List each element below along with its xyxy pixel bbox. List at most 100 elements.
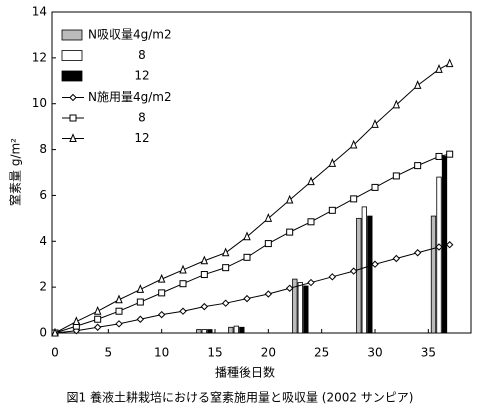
marker xyxy=(307,218,315,226)
marker xyxy=(69,93,77,102)
marker xyxy=(264,290,273,298)
bar xyxy=(356,217,362,334)
bar xyxy=(430,215,437,334)
x-tick-label: 35 xyxy=(421,346,436,360)
marker xyxy=(328,206,336,214)
marker xyxy=(179,307,187,315)
x-tick-label: 10 xyxy=(154,346,169,360)
marker xyxy=(136,315,145,323)
marker xyxy=(371,183,379,191)
legend-label: N吸収量4g/m2 xyxy=(88,28,172,42)
legend-swatch xyxy=(61,50,83,61)
bar xyxy=(207,329,213,334)
legend-label: 8 xyxy=(138,48,146,62)
bar xyxy=(436,176,442,334)
marker xyxy=(392,254,401,263)
y-tick-label: 2 xyxy=(39,280,47,294)
x-axis-label: 播種後日数 xyxy=(215,365,275,380)
marker xyxy=(93,305,102,315)
legend-label: 8 xyxy=(138,111,146,125)
bar xyxy=(196,329,202,334)
marker xyxy=(446,150,454,158)
marker xyxy=(115,294,123,304)
y-tick-label: 8 xyxy=(39,142,47,156)
marker xyxy=(200,271,208,279)
bar xyxy=(233,325,239,334)
y-tick-label: 0 xyxy=(39,326,47,340)
bar xyxy=(367,215,373,334)
marker xyxy=(69,114,77,122)
marker xyxy=(435,64,443,73)
marker xyxy=(157,273,166,283)
y-tick-label: 4 xyxy=(39,234,47,248)
marker xyxy=(243,231,251,241)
marker xyxy=(157,310,166,319)
x-tick-label: 25 xyxy=(314,346,329,360)
line xyxy=(54,153,450,334)
legend-label: 12 xyxy=(134,131,149,145)
marker xyxy=(349,139,358,149)
marker xyxy=(264,213,273,222)
marker xyxy=(328,273,337,281)
bar xyxy=(303,285,309,334)
x-tick-label: 0 xyxy=(51,346,59,360)
bar xyxy=(228,326,234,334)
marker xyxy=(350,195,358,203)
y-axis-label: 窒素量 g/m² xyxy=(8,138,23,206)
marker xyxy=(115,320,123,328)
marker xyxy=(413,249,422,257)
marker xyxy=(371,119,379,128)
caption: 図1 養液土耕栽培における窒素施用量と吸収量 (2002 サンピア) xyxy=(67,390,414,405)
marker xyxy=(94,315,102,323)
marker xyxy=(51,327,59,337)
marker xyxy=(200,255,209,265)
marker xyxy=(349,267,358,275)
legend-box xyxy=(58,24,190,160)
marker xyxy=(115,307,123,315)
marker xyxy=(285,194,294,204)
bar xyxy=(297,282,303,334)
line xyxy=(54,244,450,334)
marker xyxy=(222,264,230,272)
bar xyxy=(239,326,245,334)
marker xyxy=(136,298,144,306)
marker xyxy=(328,158,337,167)
marker xyxy=(243,294,251,303)
y-tick-label: 14 xyxy=(32,5,47,19)
bar xyxy=(361,206,367,334)
marker xyxy=(221,299,230,307)
marker xyxy=(307,278,315,287)
plot-frame xyxy=(51,11,472,334)
marker xyxy=(307,176,315,186)
marker xyxy=(414,162,422,170)
x-tick-label: 5 xyxy=(105,346,113,360)
marker xyxy=(179,264,187,274)
marker xyxy=(264,240,272,248)
marker xyxy=(392,172,400,180)
marker xyxy=(286,228,294,236)
marker xyxy=(200,302,209,311)
x-tick-label: 30 xyxy=(367,346,382,360)
marker xyxy=(221,247,230,257)
marker xyxy=(371,260,379,268)
legend-label: 12 xyxy=(134,69,149,83)
marker xyxy=(179,280,187,288)
x-tick-label: 15 xyxy=(207,346,222,360)
bar xyxy=(201,329,207,334)
marker xyxy=(435,152,443,160)
y-tick-label: 10 xyxy=(32,96,47,110)
marker xyxy=(136,284,145,293)
x-tick-label: 20 xyxy=(261,346,276,360)
marker xyxy=(69,133,77,142)
marker xyxy=(243,253,251,261)
marker xyxy=(285,284,294,292)
y-tick-label: 12 xyxy=(32,50,47,64)
legend-label: N施用量4g/m2 xyxy=(88,90,172,104)
legend-swatch xyxy=(61,29,83,41)
marker xyxy=(435,243,443,251)
marker xyxy=(392,99,401,109)
marker xyxy=(445,58,454,68)
marker xyxy=(445,241,454,249)
